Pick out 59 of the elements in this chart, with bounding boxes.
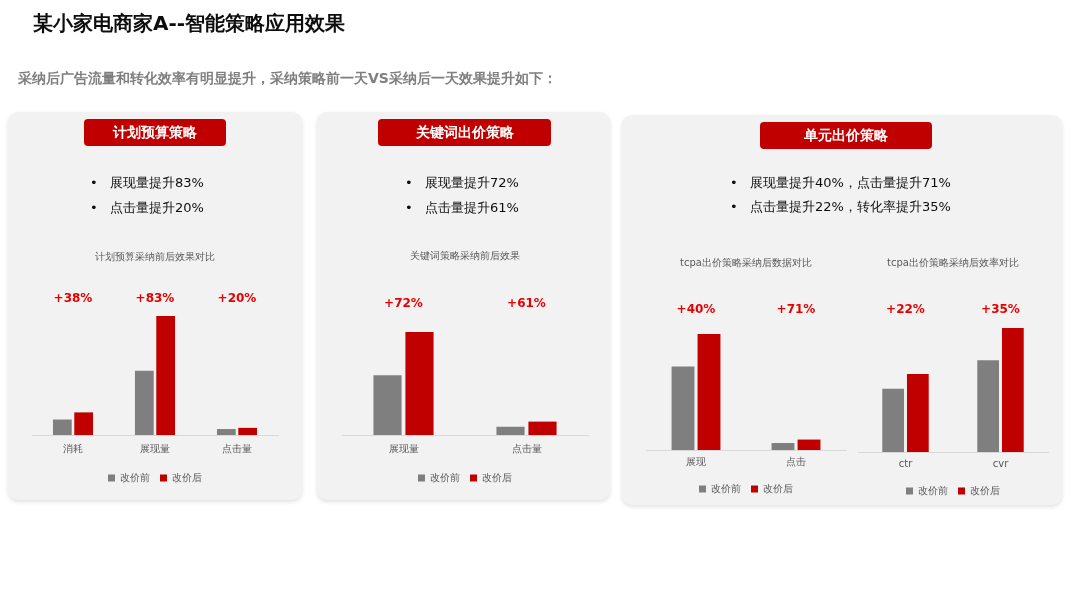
legend-label: 改价前: [711, 482, 741, 494]
chart-title: 计划预算采纳前后效果对比: [95, 250, 215, 262]
text: +83%: [135, 291, 175, 306]
chart-title: tcpa出价策略采纳后数据对比: [680, 256, 812, 268]
bar: [528, 421, 557, 435]
bar: [797, 439, 821, 450]
x-tick-label: 展现量: [388, 442, 419, 454]
bar: [882, 388, 905, 452]
legend-label: 改价后: [172, 471, 202, 483]
bar: [216, 429, 236, 435]
chart-title: tcpa出价策略采纳后效率对比: [887, 256, 1019, 268]
bar: [671, 366, 695, 450]
text: +71%: [776, 302, 816, 317]
bar: [134, 370, 154, 435]
x-tick-label: 展现量: [140, 442, 170, 454]
x-tick-label: 点击量: [511, 442, 542, 454]
text: +61%: [507, 296, 546, 311]
text: +35%: [981, 302, 1020, 317]
chart-title: 关键词策略采纳前后效果: [410, 249, 520, 261]
bar: [405, 332, 434, 435]
bar: [52, 419, 72, 435]
text: +20%: [217, 291, 257, 306]
text: +72%: [384, 296, 423, 311]
text: • 点击量提升20%: [90, 199, 204, 217]
text: +40%: [676, 302, 716, 317]
bar: [977, 360, 1000, 452]
text: • 点击量提升22%，转化率提升35%: [730, 198, 951, 216]
text: • 展现量提升72%: [405, 174, 519, 192]
x-tick-label: 消耗: [63, 442, 83, 454]
bar: [373, 375, 402, 435]
legend-label: 改价前: [430, 471, 460, 483]
bar: [496, 426, 525, 435]
text: 计划预算策略: [84, 119, 226, 146]
bar: [1001, 328, 1024, 452]
x-tick-label: ctr: [898, 457, 914, 469]
bar: [156, 316, 176, 435]
bar: [771, 443, 795, 450]
text: +22%: [886, 302, 925, 317]
legend-label: 改价后: [970, 484, 1000, 496]
x-tick-label: 展现: [686, 455, 706, 467]
bar: [906, 373, 929, 452]
text: • 点击量提升61%: [405, 199, 519, 217]
bar: [238, 427, 258, 435]
legend-label: 改价前: [120, 471, 150, 483]
legend-label: 改价后: [763, 482, 793, 494]
text: 采纳后广告流量和转化效率有明显提升，采纳策略前一天VS采纳后一天效果提升如下：: [18, 69, 557, 88]
x-tick-label: 点击: [786, 455, 806, 467]
text: • 展现量提升83%: [90, 174, 204, 192]
legend-label: 改价前: [918, 484, 948, 496]
bar: [697, 334, 721, 450]
text: • 展现量提升40%，点击量提升71%: [730, 174, 951, 192]
x-tick-label: cvr: [992, 457, 1010, 469]
text: 某小家电商家A--智能策略应用效果: [33, 10, 346, 36]
x-tick-label: 点击量: [222, 442, 252, 454]
text: 单元出价策略: [760, 122, 932, 149]
text: 关键词出价策略: [378, 119, 551, 146]
bar: [74, 412, 94, 435]
legend-label: 改价后: [482, 471, 512, 483]
text: +38%: [53, 291, 93, 306]
